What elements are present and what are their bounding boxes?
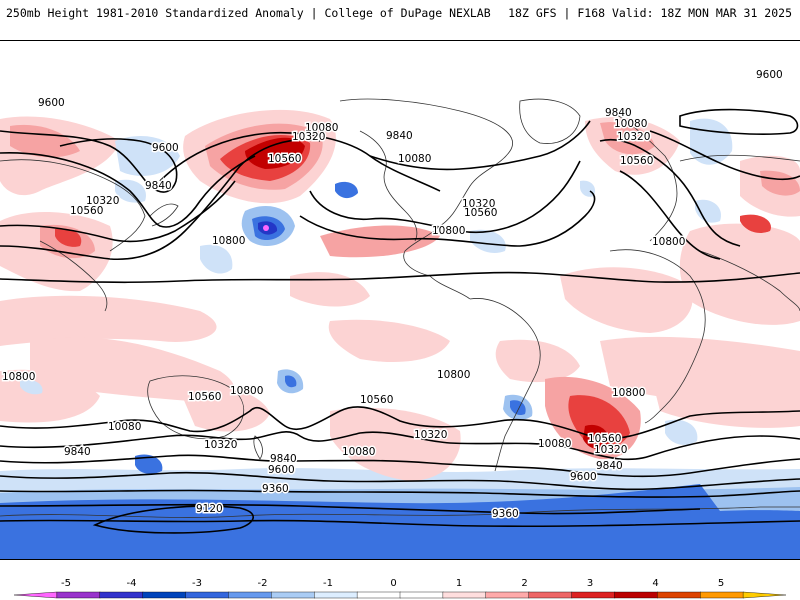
colorbar-segment xyxy=(700,591,744,599)
contour-labels: 9600 9600 9840 10320 10560 10800 10080 1… xyxy=(1,68,785,522)
contour-label: 10560 xyxy=(268,153,301,165)
contour-label: 9600 xyxy=(570,471,597,483)
colorbar-tick-label: -5 xyxy=(61,578,71,589)
colorbar-tick-label: -1 xyxy=(323,578,333,589)
contour-label: 10560 xyxy=(464,207,497,219)
contour-label: 10320 xyxy=(462,198,495,210)
contour-label: 9600 xyxy=(756,69,783,81)
contour-label: 9120 xyxy=(196,503,223,515)
contour-label: 10800 xyxy=(437,369,470,381)
contour-label: 10080 xyxy=(614,118,647,130)
contour-label: 9600 xyxy=(38,97,65,109)
colorbar-segment xyxy=(657,591,701,599)
contour-label: 10320 xyxy=(617,131,650,143)
colorbar-segment xyxy=(228,591,273,599)
colorbar-segment xyxy=(399,591,444,599)
colorbar-segment xyxy=(442,591,487,599)
contour-label: 10320 xyxy=(414,429,447,441)
model-run-info: 18Z GFS | F168 Valid: 18Z MON MAR 31 202… xyxy=(508,6,792,20)
colorbar-segment xyxy=(271,591,315,599)
contour-label: 10560 xyxy=(620,155,653,167)
colorbar-segment xyxy=(185,591,230,599)
colorbar-segment xyxy=(571,591,616,599)
contour-label: 9840 xyxy=(605,107,632,119)
colorbar-tick-label: 5 xyxy=(718,578,724,589)
anomaly-map: 9600 9600 9840 10320 10560 10800 10080 1… xyxy=(0,40,800,560)
contour-label: 9840 xyxy=(145,180,172,192)
anomaly-colorbar: -5 -4 -3 -2 -1 0 1 2 3 4 5 xyxy=(13,578,787,599)
colorbar-tick-label: -4 xyxy=(127,578,137,589)
colorbar-segment xyxy=(142,591,187,599)
colorbar-segment xyxy=(485,591,530,599)
coastlines xyxy=(0,98,800,518)
contour-label: 10560 xyxy=(188,391,221,403)
colorbar-tick-label: 2 xyxy=(521,578,527,589)
colorbar-tick-label: 4 xyxy=(652,578,658,589)
colorbar-tick-label: 1 xyxy=(456,578,462,589)
colorbar-segment xyxy=(56,591,101,599)
contour-label: 10080 xyxy=(538,438,571,450)
contour-label: 9840 xyxy=(386,130,413,142)
contour-label: 10560 xyxy=(360,394,393,406)
contour-label: 9600 xyxy=(268,464,295,476)
contour-label: 10560 xyxy=(588,433,621,445)
contour-label: 10800 xyxy=(432,225,465,237)
contour-label: 10800 xyxy=(212,235,245,247)
contour-label: 10800 xyxy=(652,236,685,248)
colorbar-tick-label: 0 xyxy=(390,578,396,589)
contour-label: 9840 xyxy=(270,453,297,465)
contour-label: 9360 xyxy=(492,508,519,520)
contour-label: 9600 xyxy=(152,142,179,154)
colorbar-segment xyxy=(99,591,144,599)
colorbar-segment xyxy=(528,591,573,599)
colorbar-tick-label: 3 xyxy=(587,578,593,589)
contour-label: 10320 xyxy=(86,195,119,207)
contour-label: 9600 xyxy=(268,464,295,476)
colorbar-segment xyxy=(13,591,58,599)
colorbar-segment xyxy=(742,591,787,599)
colorbar-ticks: -5 -4 -3 -2 -1 0 1 2 3 4 5 xyxy=(61,578,724,589)
contour-label: 9840 xyxy=(64,446,91,458)
colorbar-tick-label: -3 xyxy=(192,578,202,589)
contour-label: 10080 xyxy=(305,122,338,134)
colorbar-segments xyxy=(13,591,787,599)
contour-label: 10800 xyxy=(2,371,35,383)
contour-label: 10080 xyxy=(398,153,431,165)
contour-label: 10800 xyxy=(612,387,645,399)
map-canvas: 9600 9600 9840 10320 10560 10800 10080 1… xyxy=(0,68,800,559)
contour-label: 10080 xyxy=(342,446,375,458)
contour-label: 10080 xyxy=(108,421,141,433)
colorbar-tick-label: -2 xyxy=(258,578,268,589)
contour-label: 10320 xyxy=(594,444,627,456)
contour-label: 10320 xyxy=(292,131,325,143)
contour-label: 9360 xyxy=(262,483,289,495)
contour-label: 10320 xyxy=(204,439,237,451)
colorbar-segment xyxy=(314,591,358,599)
colorbar-segment xyxy=(356,591,401,599)
contour-label: 10800 xyxy=(230,385,263,397)
contour-label: 9840 xyxy=(596,460,623,472)
colorbar-segment xyxy=(614,591,659,599)
contour-label: 10560 xyxy=(70,205,103,217)
map-title: 250mb Height 1981-2010 Standardized Anom… xyxy=(6,6,491,20)
height-contours xyxy=(0,108,800,534)
